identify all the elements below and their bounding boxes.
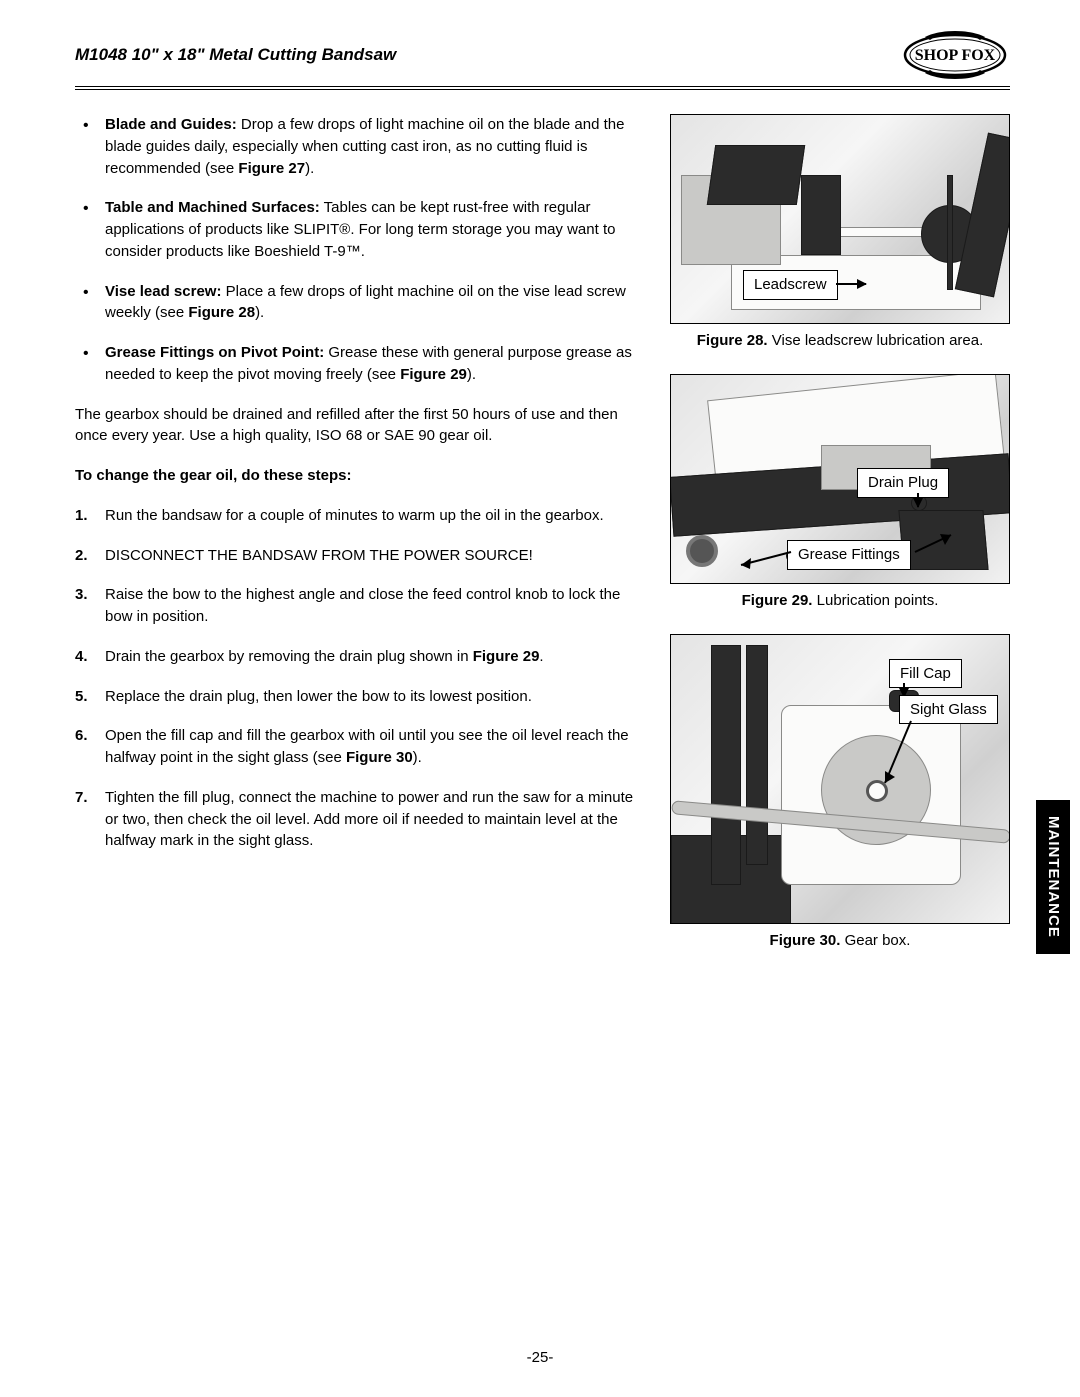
step-4: Drain the gearbox by removing the drain …	[75, 646, 644, 668]
caption-text: Lubrication points.	[812, 592, 938, 609]
figure-28-caption: Figure 28. Vise leadscrew lubrication ar…	[670, 330, 1010, 352]
gearbox-paragraph: The gearbox should be drained and refill…	[75, 404, 644, 448]
step-3: Raise the bow to the highest angle and c…	[75, 584, 644, 628]
figure-30-image: Fill Cap Sight Glass	[670, 634, 1010, 924]
step-tail: .	[539, 648, 543, 665]
step-text: DISCONNECT THE BANDSAW FROM THE POWER SO…	[105, 547, 533, 564]
figure-ref: Figure 29	[473, 648, 540, 665]
figure-ref: Figure 29	[400, 366, 467, 383]
caption-bold: Figure 30.	[770, 932, 841, 949]
content-area: Blade and Guides: Drop a few drops of li…	[75, 114, 1010, 973]
page-number: -25-	[0, 1347, 1080, 1369]
step-1: Run the bandsaw for a couple of minutes …	[75, 505, 644, 527]
step-tail: ).	[413, 749, 422, 766]
figure-29: Drain Plug Grease Fittings Figure 29. Lu…	[670, 374, 1010, 612]
step-text: Replace the drain plug, then lower the b…	[105, 688, 532, 705]
svg-text:SHOP FOX: SHOP FOX	[915, 47, 996, 64]
figure-ref: Figure 30	[346, 749, 413, 766]
bullet-blade-guides: Blade and Guides: Drop a few drops of li…	[75, 114, 644, 179]
bullet-tail: ).	[255, 304, 264, 321]
maintenance-bullets: Blade and Guides: Drop a few drops of li…	[75, 114, 644, 386]
gear-oil-steps: Run the bandsaw for a couple of minutes …	[75, 505, 644, 852]
figure-ref: Figure 28	[188, 304, 255, 321]
steps-heading: To change the gear oil, do these steps:	[75, 465, 644, 487]
step-7: Tighten the fill plug, connect the machi…	[75, 787, 644, 852]
caption-text: Vise leadscrew lubrication area.	[768, 332, 984, 349]
figure-30: Fill Cap Sight Glass Figure 30. Gear box…	[670, 634, 1010, 952]
section-tab-maintenance: MAINTENANCE	[1036, 800, 1070, 954]
step-text: Drain the gearbox by removing the drain …	[105, 648, 473, 665]
figure-28: Leadscrew Figure 28. Vise leadscrew lubr…	[670, 114, 1010, 352]
step-text: Tighten the fill plug, connect the machi…	[105, 789, 633, 850]
step-5: Replace the drain plug, then lower the b…	[75, 686, 644, 708]
header-title: M1048 10" x 18" Metal Cutting Bandsaw	[75, 43, 396, 68]
bullet-tail: ).	[467, 366, 476, 383]
figure-ref: Figure 27	[238, 160, 305, 177]
bullet-vise-lead-screw: Vise lead screw: Place a few drops of li…	[75, 281, 644, 325]
leadscrew-label: Leadscrew	[743, 270, 838, 300]
bullet-grease-fittings: Grease Fittings on Pivot Point: Grease t…	[75, 342, 644, 386]
right-column: Leadscrew Figure 28. Vise leadscrew lubr…	[670, 114, 1010, 973]
caption-text: Gear box.	[840, 932, 910, 949]
figure-29-caption: Figure 29. Lubrication points.	[670, 590, 1010, 612]
step-6: Open the fill cap and fill the gearbox w…	[75, 725, 644, 769]
caption-bold: Figure 28.	[697, 332, 768, 349]
shop-fox-logo: SHOP FOX	[900, 30, 1010, 80]
figure-30-caption: Figure 30. Gear box.	[670, 930, 1010, 952]
step-2: DISCONNECT THE BANDSAW FROM THE POWER SO…	[75, 545, 644, 567]
bullet-tail: ).	[305, 160, 314, 177]
bullet-label: Blade and Guides:	[105, 116, 237, 133]
caption-bold: Figure 29.	[742, 592, 813, 609]
page-header: M1048 10" x 18" Metal Cutting Bandsaw SH…	[75, 30, 1010, 90]
bullet-label: Grease Fittings on Pivot Point:	[105, 344, 324, 361]
figure-29-image: Drain Plug Grease Fittings	[670, 374, 1010, 584]
figure-28-image: Leadscrew	[670, 114, 1010, 324]
sight-arrow-icon	[671, 635, 1009, 923]
grease-arrows-icon	[671, 375, 1009, 583]
bullet-label: Table and Machined Surfaces:	[105, 199, 320, 216]
step-text: Run the bandsaw for a couple of minutes …	[105, 507, 604, 524]
bullet-table-surfaces: Table and Machined Surfaces: Tables can …	[75, 197, 644, 262]
step-text: Raise the bow to the highest angle and c…	[105, 586, 620, 625]
left-column: Blade and Guides: Drop a few drops of li…	[75, 114, 644, 973]
bullet-label: Vise lead screw:	[105, 283, 221, 300]
